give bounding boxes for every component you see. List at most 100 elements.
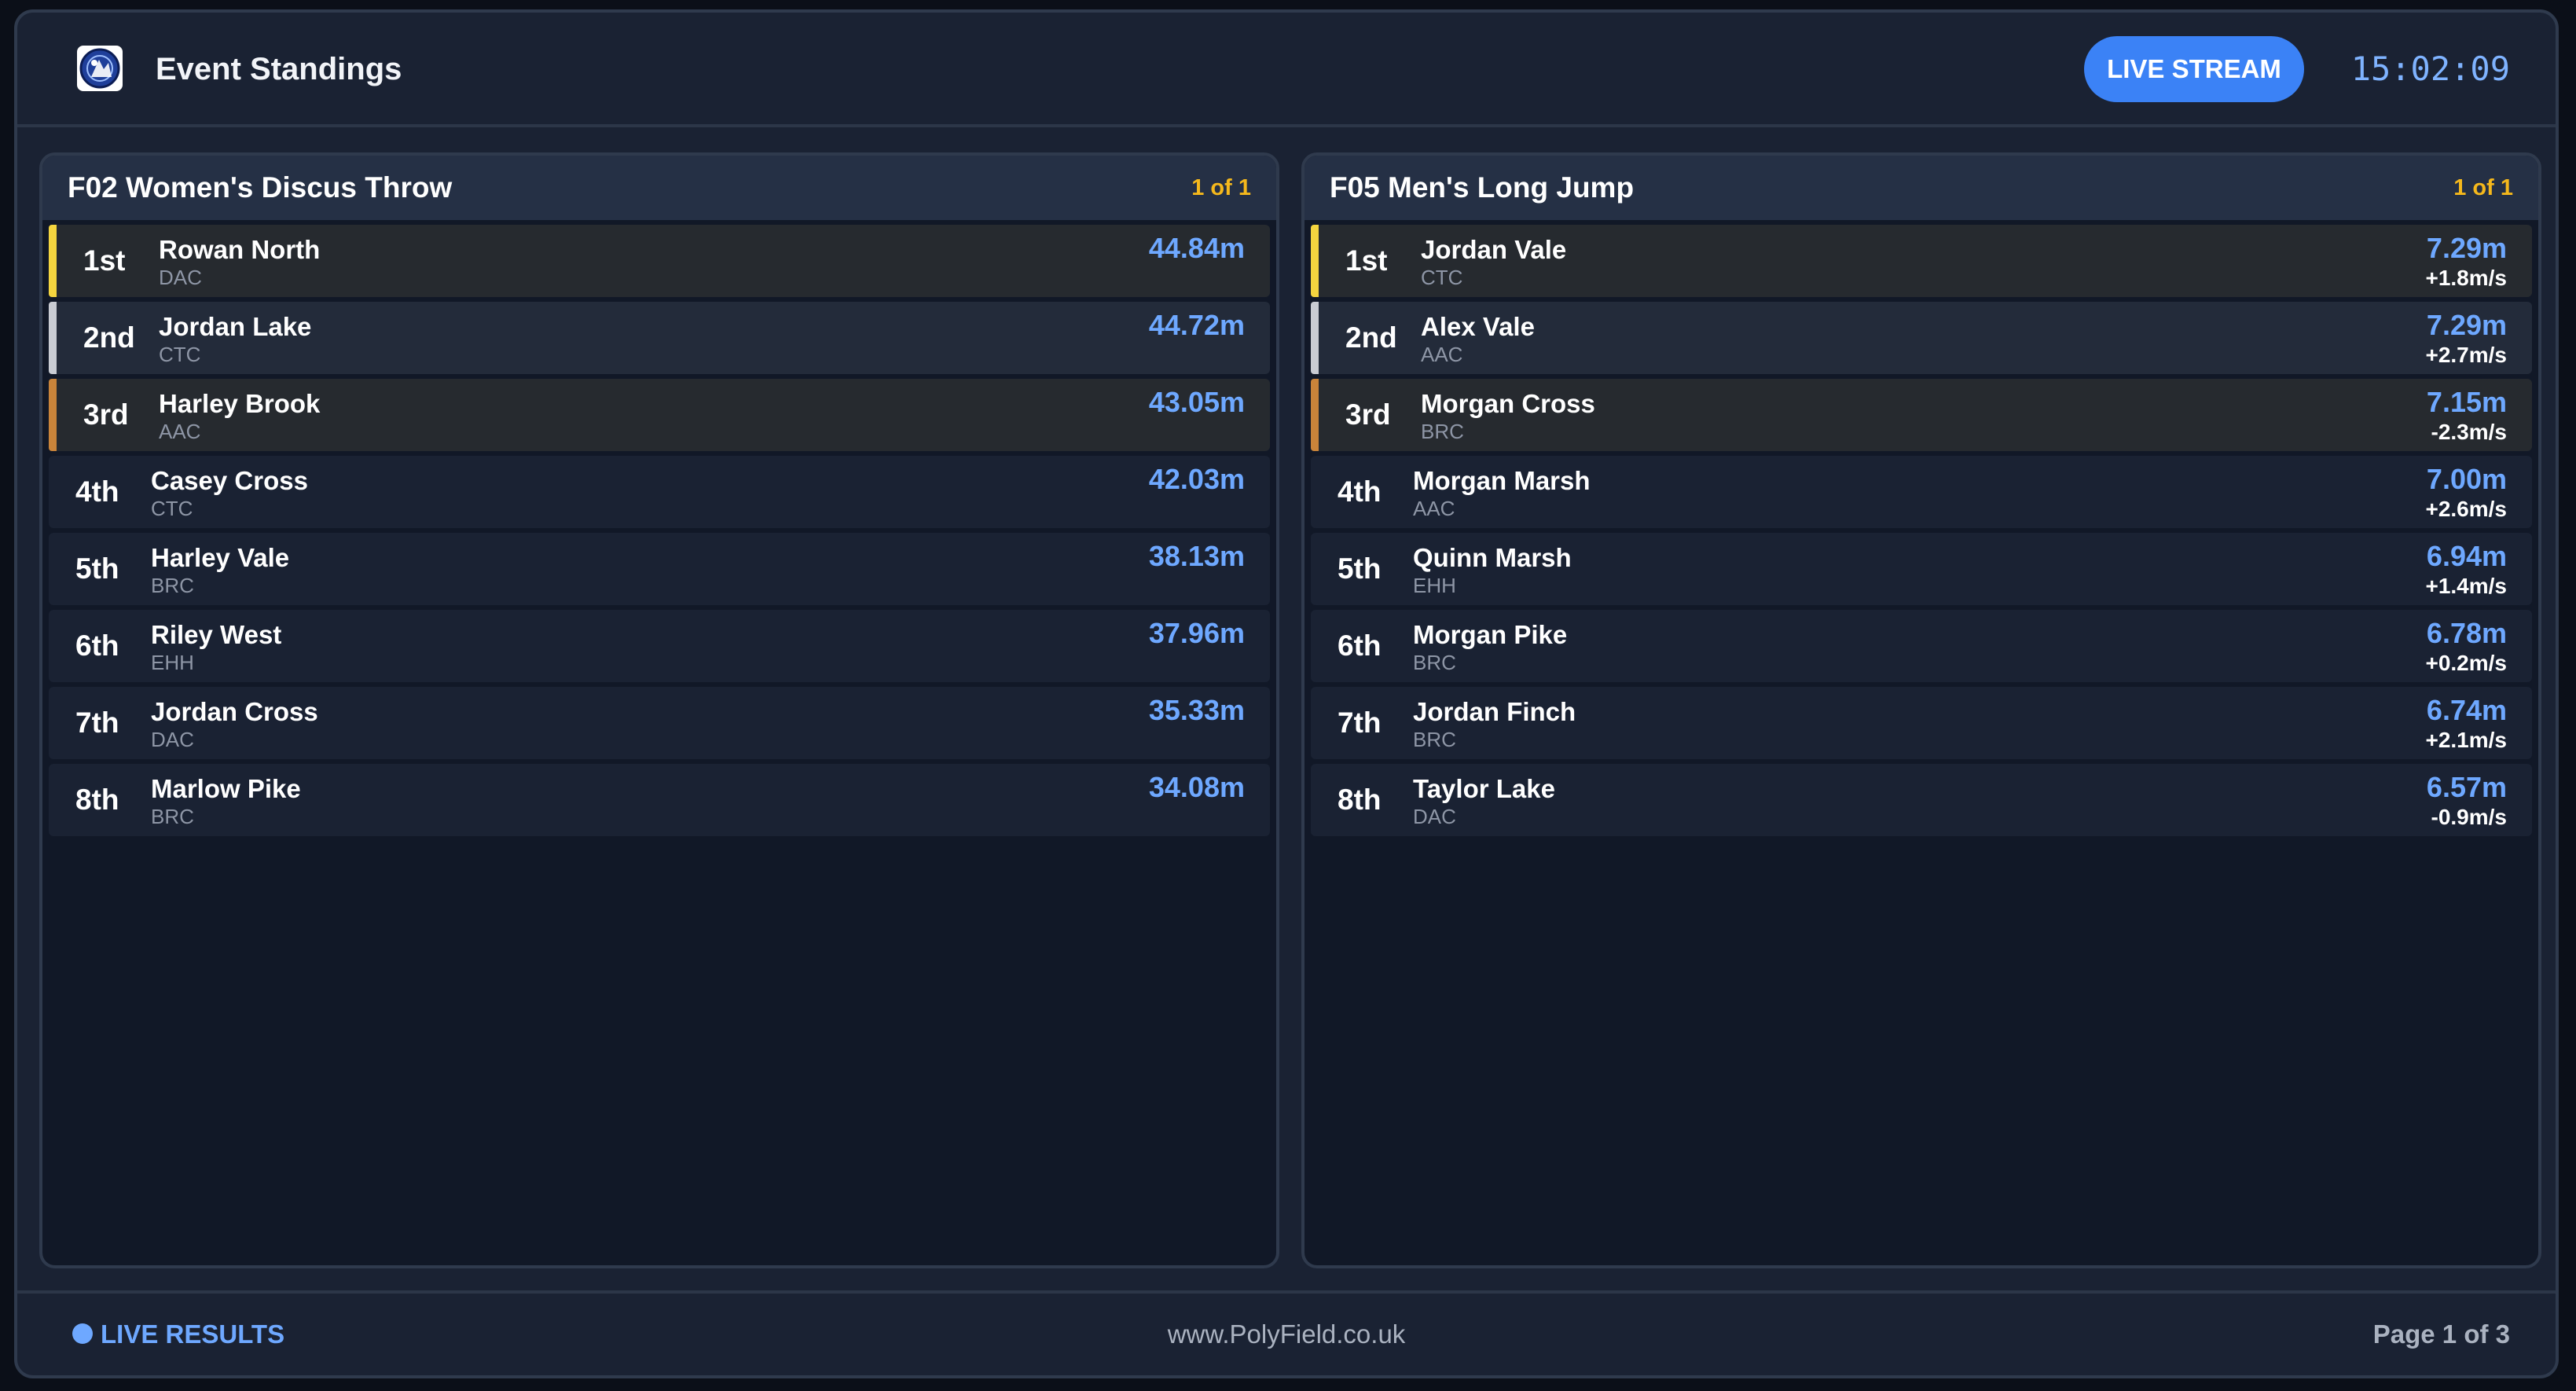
panel-page-indicator: 1 of 1 (2453, 175, 2513, 200)
panel-page-indicator: 1 of 1 (1191, 175, 1251, 200)
event-title: F05 Men's Long Jump (1330, 171, 1635, 204)
result-row: 5th Harley Vale BRC 38.13m (49, 533, 1270, 605)
results-list: 1st Jordan Vale CTC 7.29m +1.8m/s 2nd Al… (1311, 225, 2532, 841)
rank: 1st (1345, 244, 1388, 277)
athlete-club: AAC (1413, 497, 1455, 520)
footer-bar: LIVE RESULTS www.PolyField.co.uk Page 1 … (17, 1290, 2556, 1375)
athlete-club: BRC (1413, 651, 1456, 674)
wind-reading: -2.3m/s (2431, 420, 2508, 444)
rank: 6th (75, 629, 119, 662)
wind-reading: -0.9m/s (2431, 805, 2508, 829)
rank: 4th (75, 475, 119, 508)
page-title: Event Standings (156, 52, 402, 86)
gold-medal-bar (1311, 225, 1319, 297)
result-row: 7th Jordan Finch BRC 6.74m +2.1m/s (1311, 687, 2532, 759)
athlete-club: BRC (1413, 728, 1456, 751)
result-row-gold: 1st Jordan Vale CTC 7.29m +1.8m/s (1311, 225, 2532, 297)
result-row: 7th Jordan Cross DAC 35.33m (49, 687, 1270, 759)
athlete-name: Morgan Marsh (1413, 466, 1591, 495)
panel-header: F02 Women's Discus Throw 1 of 1 (42, 156, 1276, 220)
bronze-medal-bar (1311, 379, 1319, 451)
athlete-name: Harley Brook (159, 389, 321, 418)
result-mark: 34.08m (1148, 771, 1245, 803)
athlete-name: Harley Vale (151, 543, 290, 572)
result-mark: 35.33m (1148, 694, 1245, 726)
event-panels: F02 Women's Discus Throw 1 of 1 1st Rowa… (17, 127, 2556, 1297)
result-row-gold: 1st Rowan North DAC 44.84m (49, 225, 1270, 297)
athlete-club: CTC (159, 343, 201, 366)
result-mark: 7.29m (2426, 309, 2507, 341)
rank: 3rd (1345, 398, 1391, 431)
athlete-club: CTC (1421, 266, 1463, 289)
rank: 8th (75, 784, 119, 816)
wind-reading: +2.1m/s (2425, 728, 2507, 752)
event-title: F02 Women's Discus Throw (68, 171, 453, 204)
polyfield-logo-icon (77, 46, 123, 91)
athlete-name: Jordan Finch (1413, 697, 1576, 726)
athlete-club: DAC (1413, 805, 1456, 828)
result-row: 8th Taylor Lake DAC 6.57m -0.9m/s (1311, 764, 2532, 836)
athlete-name: Marlow Pike (151, 774, 301, 803)
standings-board: Event Standings LIVE STREAM 15:02:09 F02… (14, 9, 2559, 1378)
result-mark: 6.94m (2426, 540, 2507, 572)
result-mark: 44.84m (1148, 232, 1245, 264)
athlete-club: BRC (151, 805, 194, 828)
result-row-bronze: 3rd Harley Brook AAC 43.05m (49, 379, 1270, 451)
result-mark: 6.74m (2426, 694, 2507, 726)
rank: 1st (83, 244, 126, 277)
result-mark: 6.57m (2426, 771, 2507, 803)
panel-header: F05 Men's Long Jump 1 of 1 (1305, 156, 2538, 220)
result-row-silver: 2nd Jordan Lake CTC 44.72m (49, 302, 1270, 374)
athlete-club: EHH (151, 651, 194, 674)
rank: 2nd (83, 321, 135, 354)
athlete-name: Quinn Marsh (1413, 543, 1572, 572)
athlete-name: Alex Vale (1421, 312, 1535, 341)
live-results-indicator: LIVE RESULTS (72, 1294, 284, 1375)
bronze-medal-bar (49, 379, 57, 451)
athlete-club: DAC (151, 728, 194, 751)
result-row: 8th Marlow Pike BRC 34.08m (49, 764, 1270, 836)
result-row: 5th Quinn Marsh EHH 6.94m +1.4m/s (1311, 533, 2532, 605)
athlete-name: Morgan Pike (1413, 620, 1568, 649)
results-list: 1st Rowan North DAC 44.84m 2nd Jordan La… (49, 225, 1270, 841)
rank: 2nd (1345, 321, 1397, 354)
rank: 5th (1338, 552, 1382, 585)
result-row-bronze: 3rd Morgan Cross BRC 7.15m -2.3m/s (1311, 379, 2532, 451)
header-bar: Event Standings LIVE STREAM 15:02:09 (17, 13, 2556, 127)
athlete-name: Riley West (151, 620, 282, 649)
athlete-name: Rowan North (159, 235, 321, 264)
athlete-club: BRC (151, 574, 194, 597)
live-stream-button[interactable]: LIVE STREAM (2084, 36, 2304, 102)
event-panel-discus: F02 Women's Discus Throw 1 of 1 1st Rowa… (39, 152, 1279, 1268)
result-mark: 6.78m (2426, 617, 2507, 649)
athlete-club: EHH (1413, 574, 1456, 597)
wind-reading: +1.8m/s (2425, 266, 2507, 290)
athlete-club: BRC (1421, 420, 1464, 443)
result-mark: 38.13m (1148, 540, 1245, 572)
result-mark: 44.72m (1148, 309, 1245, 341)
page-indicator: Page 1 of 3 (2372, 1319, 2510, 1349)
site-url: www.PolyField.co.uk (1167, 1319, 1406, 1349)
result-mark: 37.96m (1148, 617, 1245, 649)
rank: 8th (1338, 784, 1382, 816)
athlete-name: Morgan Cross (1421, 389, 1595, 418)
result-mark: 7.15m (2426, 386, 2507, 418)
rank: 3rd (83, 398, 129, 431)
silver-medal-bar (49, 302, 57, 374)
live-results-label: LIVE RESULTS (101, 1319, 285, 1349)
athlete-name: Jordan Vale (1421, 235, 1567, 264)
result-mark: 42.03m (1148, 463, 1245, 495)
rank: 7th (1338, 707, 1382, 739)
rank: 4th (1338, 475, 1382, 508)
result-mark: 43.05m (1148, 386, 1245, 418)
wind-reading: +0.2m/s (2425, 651, 2507, 675)
result-row: 6th Riley West EHH 37.96m (49, 610, 1270, 682)
wind-reading: +1.4m/s (2425, 574, 2507, 598)
result-row: 6th Morgan Pike BRC 6.78m +0.2m/s (1311, 610, 2532, 682)
live-dot-icon (72, 1323, 93, 1345)
event-panel-long-jump: F05 Men's Long Jump 1 of 1 1st Jordan Va… (1301, 152, 2541, 1268)
wind-reading: +2.6m/s (2425, 497, 2507, 521)
athlete-club: DAC (159, 266, 202, 289)
rank: 6th (1338, 629, 1382, 662)
silver-medal-bar (1311, 302, 1319, 374)
